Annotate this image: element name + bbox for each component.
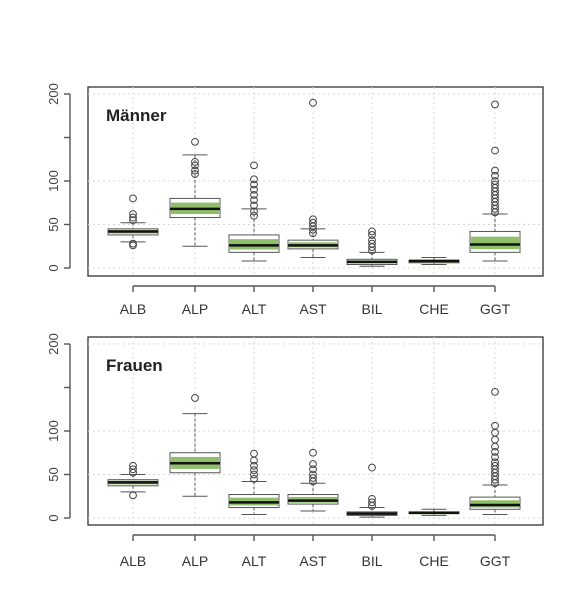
outlier-3 <box>309 218 317 227</box>
panel-0: 0 50 100 200 ALB ALP ALT AST BIL CHE GGT Männer <box>46 83 544 317</box>
panel-title-p1: Frauen <box>106 356 163 375</box>
outlier-10 <box>491 171 499 180</box>
outlier-8 <box>491 447 499 456</box>
y-tick-label-0-p0: 0 <box>46 264 61 271</box>
outlier-0 <box>129 491 137 500</box>
outlier-3 <box>368 236 376 245</box>
outlier-1 <box>129 239 137 248</box>
outlier-0 <box>250 211 258 220</box>
panel-title-p0: Männer <box>106 106 167 125</box>
outlier-5 <box>309 448 317 457</box>
x-tick-label-bil-p1: BIL <box>361 553 382 569</box>
outlier-2 <box>368 494 376 503</box>
y-tick-label-3-p1: 200 <box>46 333 61 355</box>
y-tick-label-3-p0: 200 <box>46 83 61 105</box>
outlier-0 <box>191 394 199 402</box>
box-ggt-p0 <box>469 100 521 262</box>
outlier-1 <box>250 207 258 216</box>
outlier-9 <box>491 177 499 185</box>
outlier-5 <box>309 98 317 107</box>
outlier-2 <box>250 466 258 475</box>
outlier-3 <box>191 157 199 166</box>
outlier-6 <box>250 180 258 189</box>
outlier-2 <box>250 201 258 210</box>
outlier-3 <box>309 465 317 474</box>
outlier-13 <box>491 387 499 396</box>
outlier-13 <box>491 100 499 109</box>
outlier-0 <box>250 474 258 483</box>
x-tick-label-ast-p0: AST <box>299 301 327 317</box>
box-bil-p0 <box>346 227 398 267</box>
box-alb-p0 <box>107 194 159 250</box>
x-tick-label-alb-p0: ALB <box>120 301 146 317</box>
outlier-6 <box>491 458 499 467</box>
outlier-2 <box>368 239 376 248</box>
outlier-3 <box>129 461 137 470</box>
outlier-12 <box>491 421 499 430</box>
box-ast-p0 <box>287 98 339 259</box>
outlier-8 <box>491 180 499 189</box>
box-che-p0 <box>408 257 460 266</box>
median-band <box>471 236 519 250</box>
x-tick-label-che-p1: CHE <box>419 553 449 569</box>
y-tick-label-1-p0: 50 <box>46 217 61 231</box>
box-ast-p1 <box>287 448 339 512</box>
x-tick-label-ast-p1: AST <box>299 553 327 569</box>
y-tick-label-2-p1: 100 <box>46 420 61 442</box>
outlier-2 <box>191 161 199 170</box>
outlier-5 <box>250 185 258 194</box>
outlier-5 <box>491 461 499 470</box>
outlier-4 <box>250 191 258 199</box>
box-che-p1 <box>408 508 460 516</box>
y-tick-label-1-p1: 50 <box>46 467 61 481</box>
y-tick-label-2-p0: 100 <box>46 170 61 192</box>
outlier-2 <box>129 216 137 225</box>
panel-1: 0 50 100 200 ALB ALP ALT AST BIL CHE GGT Frauen <box>46 333 544 569</box>
outlier-1 <box>250 470 258 479</box>
box-alt-p0 <box>228 161 280 262</box>
outlier-3 <box>250 196 258 205</box>
box-alt-p1 <box>228 449 280 516</box>
outlier-1 <box>309 474 317 482</box>
box-ggt-p1 <box>469 387 521 516</box>
x-tick-label-che-p0: CHE <box>419 301 449 317</box>
x-tick-label-alb-p1: ALB <box>120 553 146 569</box>
x-tick-label-alt-p0: ALT <box>242 301 267 317</box>
y-tick-label-0-p1: 0 <box>46 514 61 521</box>
box-alp-p0 <box>169 137 221 247</box>
box-alb-p1 <box>107 461 159 500</box>
outlier-4 <box>129 210 137 218</box>
outlier-1 <box>191 166 199 175</box>
outlier-4 <box>309 460 317 468</box>
box-bil-p1 <box>346 463 398 518</box>
outlier-4 <box>368 231 376 239</box>
outlier-11 <box>491 166 499 175</box>
outlier-8 <box>250 161 258 170</box>
outlier-7 <box>491 453 499 462</box>
outlier-5 <box>368 227 376 236</box>
outlier-0 <box>191 170 199 178</box>
outlier-4 <box>309 215 317 224</box>
outlier-4 <box>191 137 199 146</box>
x-tick-label-alp-p0: ALP <box>182 301 208 317</box>
outlier-3 <box>368 463 376 472</box>
x-tick-label-bil-p0: BIL <box>361 301 382 317</box>
outlier-3 <box>250 461 258 470</box>
outlier-1 <box>368 498 376 507</box>
outlier-2 <box>309 470 317 479</box>
outlier-12 <box>491 146 499 155</box>
x-tick-label-alp-p1: ALP <box>182 553 208 569</box>
outlier-3 <box>129 213 137 222</box>
x-tick-label-ggt-p0: GGT <box>480 301 511 317</box>
x-tick-label-alt-p1: ALT <box>242 553 267 569</box>
outlier-5 <box>250 449 258 458</box>
outlier-2 <box>129 465 137 474</box>
outlier-5 <box>129 194 137 203</box>
box-alp-p1 <box>169 394 221 497</box>
x-tick-label-ggt-p1: GGT <box>480 553 511 569</box>
outlier-7 <box>250 175 258 184</box>
